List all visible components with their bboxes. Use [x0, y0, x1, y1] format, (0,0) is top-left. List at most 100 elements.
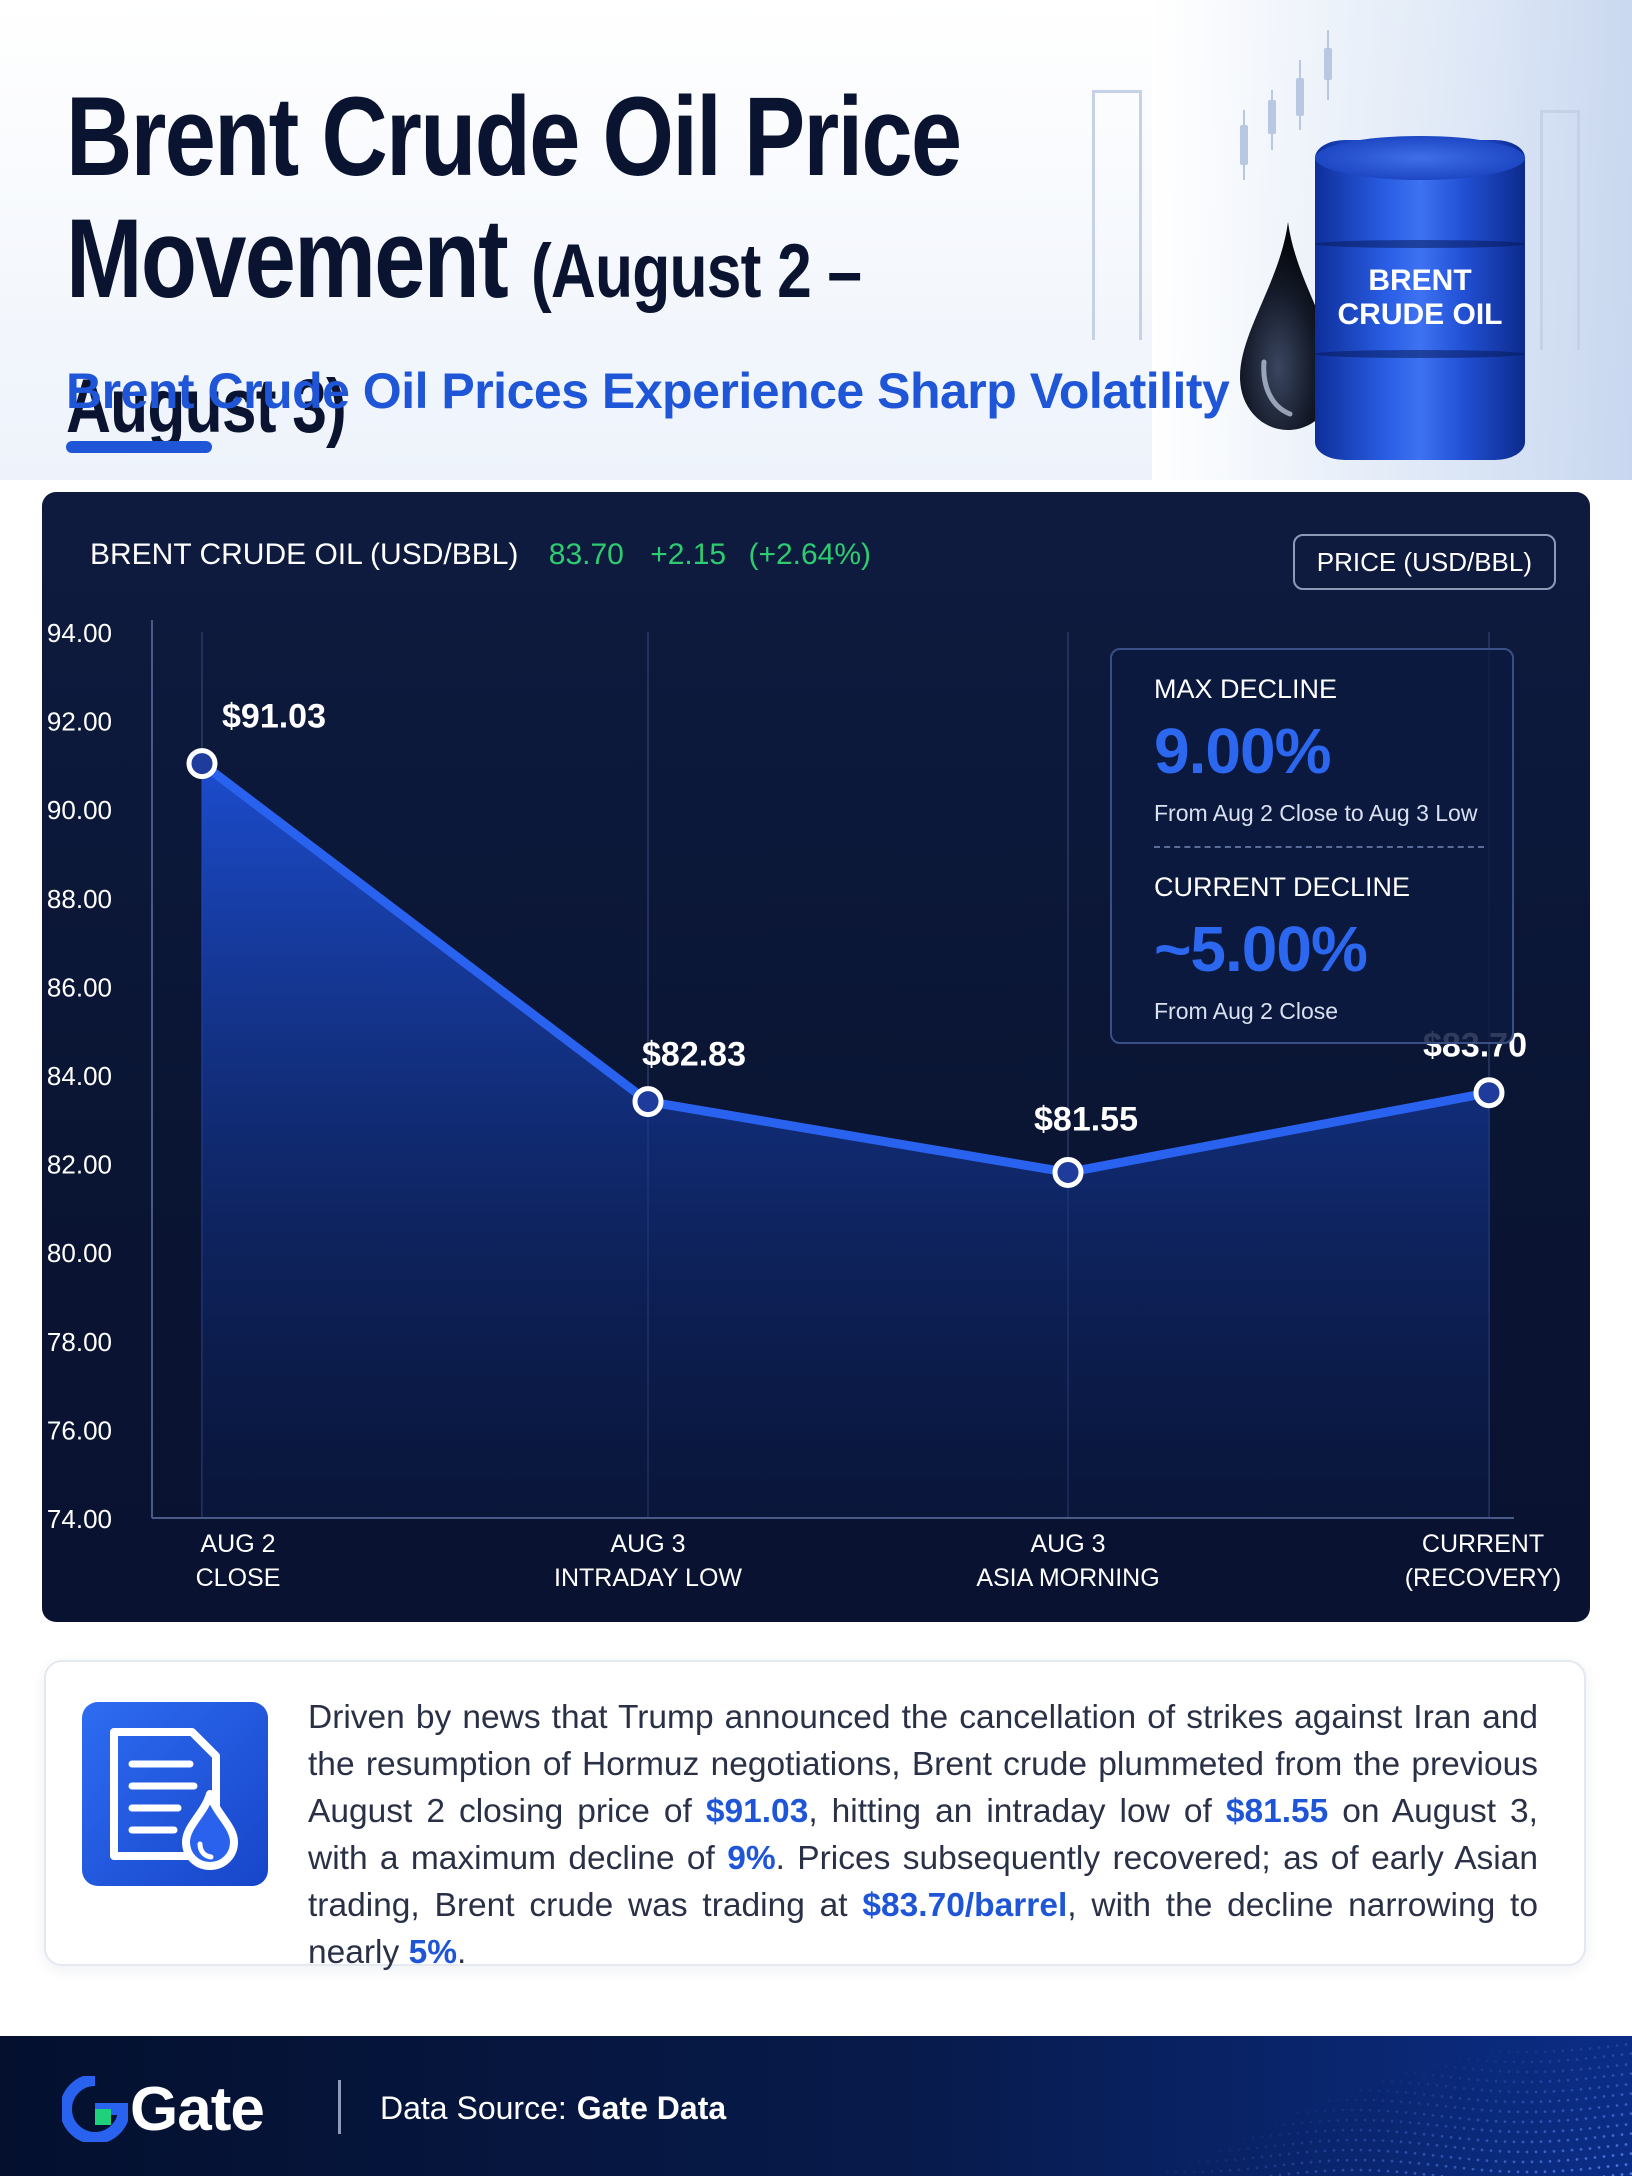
footer-dot — [1368, 2168, 1372, 2172]
footer-dot — [1350, 2168, 1354, 2172]
footer-dot — [1624, 2143, 1628, 2146]
footer-dot — [1597, 2046, 1601, 2049]
y-tick-label: 92.00 — [47, 707, 112, 737]
footer-dot — [1408, 2101, 1412, 2104]
footer-dot — [1579, 2067, 1583, 2071]
footer-dot — [1624, 2083, 1628, 2086]
price-unit-toggle[interactable]: PRICE (USD/BBL) — [1292, 534, 1556, 590]
footer-dot — [1498, 2149, 1502, 2153]
footer-dot — [1323, 2109, 1327, 2113]
footer-dot — [1350, 2128, 1354, 2132]
footer-dot — [1354, 2118, 1358, 2122]
footer-dot — [1341, 2108, 1345, 2112]
barrel-label-line-1: BRENT — [1368, 264, 1472, 297]
footer-dot — [1597, 2146, 1601, 2149]
footer-dot — [1570, 2128, 1574, 2132]
footer-dot — [1498, 2169, 1502, 2173]
footer-dot — [1516, 2110, 1520, 2114]
footer-dot — [1323, 2169, 1327, 2173]
footer-dot — [1512, 2140, 1516, 2144]
footer-separator — [338, 2080, 341, 2134]
footer-dot — [1494, 2139, 1498, 2143]
footer-dot — [1561, 2169, 1565, 2173]
footer-dot — [1440, 2154, 1444, 2158]
title-line-1: Brent Crude Oil Price — [66, 74, 962, 199]
footer-dot — [1422, 2092, 1426, 2096]
footer-dot — [1512, 2100, 1516, 2104]
footer-dot — [1602, 2055, 1606, 2058]
footer-dot — [1570, 2048, 1574, 2052]
footer-dot — [1264, 2165, 1268, 2169]
footer-dot — [1485, 2099, 1489, 2103]
footer-dot — [1408, 2121, 1412, 2124]
y-tick-label: 80.00 — [47, 1238, 112, 1268]
footer-dot — [1552, 2089, 1556, 2093]
footer-dot — [1611, 2054, 1615, 2057]
footer-dot — [1417, 2141, 1421, 2145]
footer-dot — [1606, 2105, 1610, 2108]
summary-highlight: 9% — [727, 1840, 776, 1877]
footer-dot — [1620, 2173, 1624, 2176]
footer-dot — [1566, 2138, 1570, 2142]
footer-dot — [1305, 2170, 1309, 2174]
footer-dot — [1426, 2142, 1430, 2146]
footer-dot — [1336, 2159, 1340, 2162]
footer-dot — [1426, 2122, 1430, 2126]
footer-dot — [1584, 2057, 1588, 2060]
footer-dot — [1561, 2069, 1565, 2073]
footer-dot — [1462, 2146, 1466, 2150]
footer-dot — [1588, 2087, 1592, 2090]
footer-dot — [1332, 2169, 1336, 2172]
footer-dot — [1575, 2057, 1579, 2061]
footer-dot — [1444, 2144, 1448, 2148]
footer-dot — [1498, 2049, 1502, 2053]
footer-dot — [1404, 2091, 1408, 2094]
footer-dot — [1611, 2134, 1615, 2137]
x-tick-label: AUG 3 — [610, 1530, 685, 1558]
footer-dot — [1377, 2169, 1381, 2173]
footer-dot — [1476, 2078, 1480, 2082]
x-tick-label: CURRENT — [1422, 1530, 1544, 1558]
footer-dot — [1368, 2148, 1372, 2152]
footer-dot — [1296, 2151, 1300, 2155]
footer-dot — [1557, 2119, 1561, 2123]
footer-dot — [1408, 2161, 1412, 2164]
ticker-change-percent: (+2.64%) — [748, 538, 872, 571]
footer-dot — [1530, 2080, 1534, 2084]
footer-dot — [1300, 2161, 1304, 2165]
data-point — [1473, 1077, 1505, 1109]
footer-dot — [1593, 2096, 1597, 2099]
footer-dot — [1444, 2124, 1448, 2128]
footer-dot — [1309, 2160, 1313, 2164]
footer-dot — [1273, 2164, 1277, 2168]
footer-dot — [1624, 2123, 1628, 2126]
ticker-name: BRENT CRUDE OIL (USD/BBL) — [90, 538, 519, 571]
footer-dot — [1390, 2139, 1394, 2143]
footer-dot — [1188, 2160, 1192, 2164]
chart-data-points — [186, 748, 1505, 1188]
footer-dot — [1570, 2148, 1574, 2152]
footer-dot — [1503, 2120, 1507, 2124]
footer-dot — [1606, 2085, 1610, 2088]
footer-dot — [1417, 2121, 1421, 2125]
footer-dot — [1584, 2117, 1588, 2120]
footer-dot — [1282, 2163, 1286, 2167]
footer-dot — [1251, 2136, 1255, 2140]
footer-dot — [1237, 2148, 1241, 2151]
footer-dot — [1422, 2152, 1426, 2156]
footer-dot — [1606, 2165, 1610, 2168]
footer-dot — [1615, 2124, 1619, 2127]
footer-dot — [1566, 2098, 1570, 2102]
footer-dot — [1314, 2110, 1318, 2113]
footer-dot — [1620, 2093, 1624, 2096]
footer-dot — [1534, 2110, 1538, 2114]
footer-dot — [1305, 2130, 1309, 2134]
footer-dot — [1534, 2170, 1538, 2174]
footer-dot — [1282, 2143, 1286, 2147]
footer-dot — [1341, 2128, 1345, 2132]
footer-dot — [1242, 2137, 1246, 2141]
data-source-value: Gate Data — [576, 2090, 727, 2126]
footer-dot — [1305, 2150, 1309, 2154]
footer-dot — [1629, 2072, 1632, 2076]
footer-dot — [1390, 2159, 1394, 2163]
